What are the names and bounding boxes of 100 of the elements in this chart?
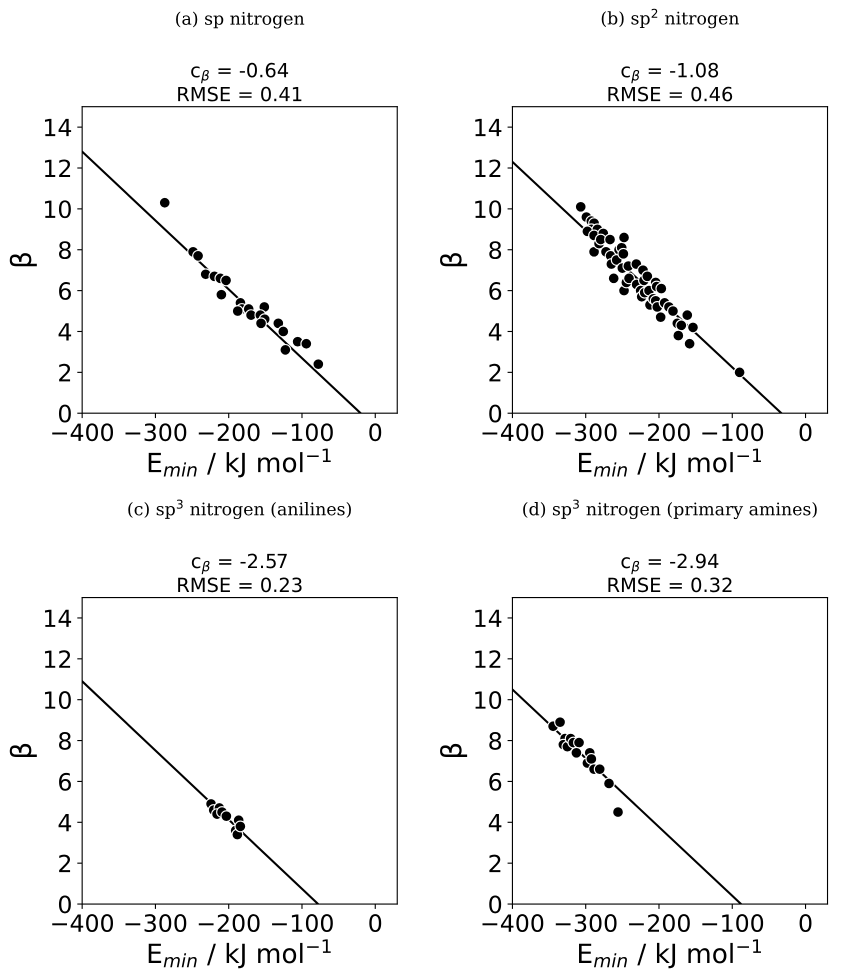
x-axis-title: E$_{min}$ / kJ mol$^{−1}$ <box>579 448 761 478</box>
point <box>573 736 585 749</box>
y-tick-label: 12 <box>475 650 500 668</box>
y-axis-title: β <box>440 253 468 266</box>
chart-title: (c) sp$^{3}$ nitrogen (anilines) <box>128 500 351 520</box>
x-tick-label: 0 <box>369 914 382 932</box>
y-tick-label: 6 <box>489 772 502 791</box>
x-tick-label: −300 <box>126 423 186 442</box>
x-tick-label: −200 <box>198 423 260 442</box>
y-tick-label: 12 <box>475 159 500 177</box>
y-tick-label: 2 <box>489 364 500 382</box>
y-tick-label: 2 <box>59 854 70 872</box>
point <box>608 272 620 284</box>
x-tick-label: 0 <box>800 914 812 932</box>
point <box>654 311 667 324</box>
y-tick-label: 0 <box>489 404 502 423</box>
y-tick-label: 6 <box>59 282 71 300</box>
point <box>554 716 566 728</box>
y-axis-title: β <box>10 253 37 266</box>
point <box>684 338 696 350</box>
x-tick-label: −300 <box>126 914 186 932</box>
y-tick-label: 0 <box>489 895 502 914</box>
point <box>300 338 312 350</box>
point <box>603 778 615 790</box>
y-tick-label: 14 <box>44 118 72 136</box>
y-tick-label: 10 <box>475 200 502 218</box>
y-tick-label: 10 <box>44 200 71 218</box>
point <box>588 246 600 258</box>
chart-title: (a) sp nitrogen <box>176 11 304 29</box>
y-tick-label: 6 <box>489 282 502 300</box>
chart-subtitle: c$_{β}$ = -1.08 RMSE = 0.46 <box>608 62 732 102</box>
y-tick-label: 4 <box>488 323 502 340</box>
x-tick-label: −400 <box>482 914 544 932</box>
x-tick-label: −400 <box>482 423 544 442</box>
point <box>594 763 606 776</box>
x-tick-label: −100 <box>272 914 333 932</box>
point <box>734 366 746 378</box>
y-axis-title: β <box>440 744 468 758</box>
y-tick-label: 0 <box>58 404 71 423</box>
x-axis-title: E$_{min}$ / kJ mol$^{−1}$ <box>148 448 331 478</box>
point <box>272 317 284 330</box>
point <box>220 274 232 286</box>
point <box>618 232 630 244</box>
y-tick-label: 10 <box>475 691 502 709</box>
point <box>623 272 635 284</box>
point <box>312 358 324 370</box>
point <box>655 282 668 294</box>
x-tick-label: −100 <box>702 423 764 442</box>
x-tick-label: 0 <box>369 423 382 442</box>
y-tick-label: 2 <box>489 854 500 872</box>
y-tick-label: 0 <box>58 895 71 914</box>
y-tick-label: 14 <box>475 118 502 136</box>
x-tick-label: −100 <box>272 423 333 442</box>
y-tick-label: 8 <box>59 732 71 750</box>
x-axis-title: E$_{min}$ / kJ mol$^{−1}$ <box>148 939 331 968</box>
x-tick-label: −200 <box>629 423 690 442</box>
point <box>232 305 244 317</box>
chart-subtitle: c$_{β}$ = -2.57 RMSE = 0.23 <box>178 554 302 592</box>
y-tick-label: 12 <box>44 159 70 177</box>
y-tick-label: 12 <box>44 650 70 668</box>
point <box>570 746 582 759</box>
point <box>574 200 587 213</box>
x-tick-label: −100 <box>702 914 764 932</box>
point <box>672 330 684 342</box>
x-tick-label: −400 <box>52 914 114 932</box>
y-tick-label: 4 <box>58 323 72 340</box>
x-tick-label: 0 <box>800 423 812 442</box>
chart-title: (b) sp$^{2}$ nitrogen <box>602 8 739 28</box>
x-tick-label: −400 <box>52 423 114 442</box>
point <box>215 288 228 301</box>
point <box>192 250 204 262</box>
chart-subtitle: c$_{β}$ = -2.94 RMSE = 0.32 <box>608 554 732 592</box>
y-tick-label: 8 <box>59 241 71 260</box>
point <box>641 270 654 282</box>
point <box>277 326 290 338</box>
y-tick-label: 8 <box>489 241 502 260</box>
y-tick-label: 14 <box>44 610 72 627</box>
x-tick-label: −300 <box>556 423 617 442</box>
x-axis-title: E$_{min}$ / kJ mol$^{−1}$ <box>579 939 761 968</box>
y-tick-label: 4 <box>488 814 502 832</box>
point <box>585 753 598 765</box>
point <box>612 806 624 818</box>
y-tick-label: 4 <box>58 814 72 832</box>
y-tick-label: 10 <box>44 691 71 709</box>
point <box>255 317 267 330</box>
chart-subtitle: c$_{β}$ = -0.64 RMSE = 0.41 <box>178 62 302 102</box>
point <box>681 309 694 322</box>
y-tick-label: 14 <box>475 610 502 627</box>
x-tick-label: −300 <box>556 914 617 932</box>
y-tick-label: 2 <box>59 364 70 382</box>
point <box>675 319 688 332</box>
x-tick-label: −200 <box>198 914 260 932</box>
chart-title: (d) sp$^{3}$ nitrogen (primary amines) <box>523 500 817 520</box>
point <box>234 820 246 832</box>
point <box>604 234 616 246</box>
point <box>687 321 699 334</box>
y-tick-label: 8 <box>489 732 502 750</box>
point <box>220 810 232 822</box>
point <box>667 305 679 317</box>
point <box>594 234 607 246</box>
